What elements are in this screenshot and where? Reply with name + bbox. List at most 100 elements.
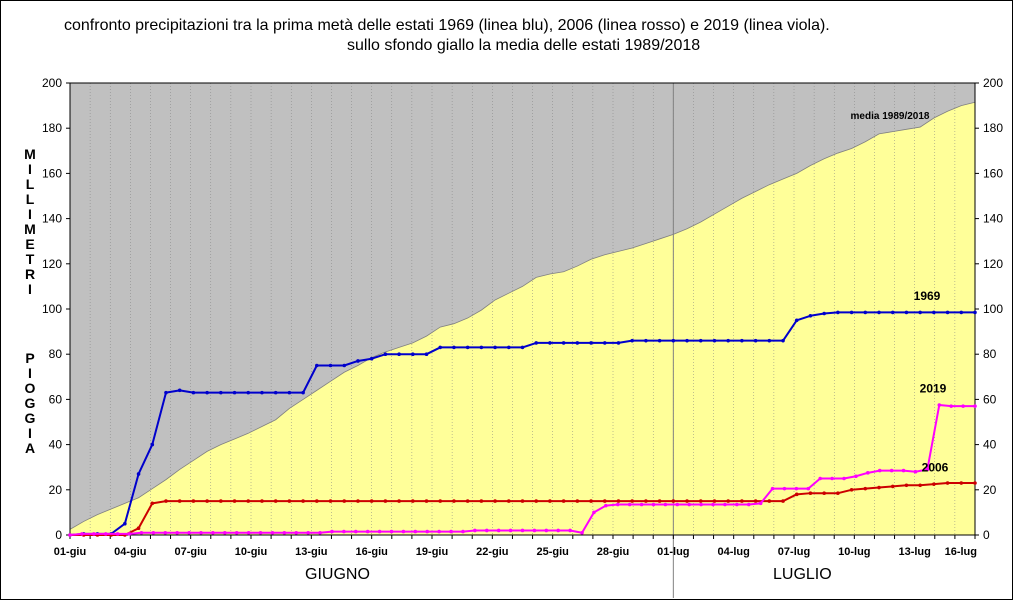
series-point-2006 <box>671 499 676 503</box>
y-axis-label-pioggia-letter: I <box>28 425 32 441</box>
series-point-1969 <box>479 345 484 350</box>
y-tick-label-right: 160 <box>983 166 1003 180</box>
series-point-2019 <box>282 530 287 535</box>
series-point-2019 <box>175 530 179 535</box>
series-point-1969 <box>671 338 676 343</box>
x-tick-label: 28-giu <box>597 546 629 558</box>
x-tick-label: 13-giu <box>295 546 327 558</box>
y-tick-label-right: 40 <box>983 438 997 452</box>
y-tick-label-left: 160 <box>42 166 62 180</box>
y-axis-label-millimetri-letter: L <box>25 191 35 207</box>
month-label-luglio: LUGLIO <box>773 566 832 583</box>
series-point-2019 <box>389 529 394 534</box>
series-point-2019 <box>318 530 322 535</box>
series-point-2019 <box>437 529 441 534</box>
series-point-2019 <box>258 530 263 535</box>
series-point-1969 <box>383 352 388 357</box>
series-point-2019 <box>294 530 299 535</box>
y-axis-label-millimetri-letter: M <box>24 146 36 162</box>
series-point-2019 <box>365 529 370 534</box>
series-point-1969 <box>246 390 251 395</box>
series-point-2006 <box>698 499 703 503</box>
series-point-1969 <box>602 341 607 345</box>
series-point-1969 <box>890 310 895 315</box>
series-point-1969 <box>753 338 758 343</box>
series-point-2006 <box>753 499 758 503</box>
series-point-1969 <box>520 345 525 350</box>
y-tick-label-right: 100 <box>983 302 1003 316</box>
series-point-2019 <box>854 474 858 479</box>
series-point-2006 <box>383 499 388 503</box>
series-point-2019 <box>639 502 644 507</box>
series-point-2006 <box>657 499 662 503</box>
series-point-2019 <box>508 528 513 533</box>
series-point-1969 <box>164 390 168 395</box>
series-point-2019 <box>687 502 692 507</box>
y-axis-label-millimetri-letter: L <box>25 176 35 192</box>
series-point-1969 <box>685 338 689 343</box>
x-tick-label: 19-giu <box>416 546 448 558</box>
y-tick-label-right: 140 <box>983 212 1003 226</box>
series-point-2006 <box>328 499 333 503</box>
y-tick-label-left: 20 <box>49 483 63 497</box>
series-point-2019 <box>604 503 608 508</box>
series-point-2006 <box>740 499 744 503</box>
series-point-2006 <box>616 499 621 503</box>
series-point-2006 <box>890 484 895 489</box>
series-point-2019 <box>127 532 132 536</box>
series-point-2019 <box>211 530 215 535</box>
x-tick-label: 10-giu <box>235 546 267 558</box>
y-axis-label-millimetri-letter: R <box>24 266 36 282</box>
series-point-2019 <box>723 502 727 507</box>
chart-title-line-1: confronto precipitazioni tra la prima me… <box>64 17 830 34</box>
series-point-2019 <box>484 528 489 533</box>
x-tick-label: 04-giu <box>114 546 146 558</box>
series-point-1969 <box>822 311 826 316</box>
series-point-2019 <box>80 532 84 536</box>
y-axis-label-millimetri-letter: E <box>25 236 35 252</box>
series-point-1969 <box>424 352 429 357</box>
series-point-2019 <box>413 529 418 534</box>
y-axis-label-pioggia-letter: A <box>24 440 36 456</box>
series-point-1969 <box>575 341 580 345</box>
series-point-2006 <box>164 499 168 503</box>
series-point-2019 <box>782 486 787 491</box>
series-point-2006 <box>863 486 868 491</box>
series-point-2019 <box>877 468 882 473</box>
y-axis-label-pioggia-letter: O <box>24 380 36 396</box>
series-point-2019 <box>627 502 632 507</box>
annotation-label: media 1989/2018 <box>851 111 930 122</box>
y-axis-label-pioggia-letter: G <box>24 410 36 426</box>
series-point-1969 <box>315 363 319 368</box>
series-point-2006 <box>904 483 909 488</box>
y-tick-label-right: 20 <box>983 483 997 497</box>
series-point-2019 <box>937 403 942 407</box>
series-point-2006 <box>808 491 813 495</box>
series-point-1969 <box>191 390 196 395</box>
series-point-2019 <box>556 528 561 533</box>
series-point-2006 <box>575 499 580 503</box>
series-point-2006 <box>465 499 470 503</box>
series-point-1969 <box>397 352 401 357</box>
series-point-2006 <box>191 499 196 503</box>
y-tick-label-right: 180 <box>983 121 1003 135</box>
series-point-2006 <box>520 499 525 503</box>
series-point-2006 <box>918 483 922 488</box>
series-point-2006 <box>273 499 278 503</box>
series-point-2006 <box>877 485 881 490</box>
annotations: media 1989/2018 1969 2019 2006 <box>851 111 949 475</box>
series-point-2019 <box>949 404 953 408</box>
series-point-2019 <box>163 530 168 535</box>
series-point-2019 <box>139 530 144 535</box>
y-tick-label-left: 180 <box>42 121 62 135</box>
series-point-1969 <box>150 442 155 447</box>
series-point-2019 <box>103 532 108 536</box>
series-point-1969 <box>932 310 936 315</box>
series-point-2019 <box>746 502 751 507</box>
series-point-2006 <box>493 499 497 503</box>
y-axis-label-pioggia-letter: I <box>28 365 32 381</box>
y-axis-label-millimetri-letter: M <box>24 221 36 237</box>
series-point-2006 <box>232 499 237 503</box>
series-point-1969 <box>205 390 209 395</box>
x-tick-label: 25-giu <box>536 546 568 558</box>
